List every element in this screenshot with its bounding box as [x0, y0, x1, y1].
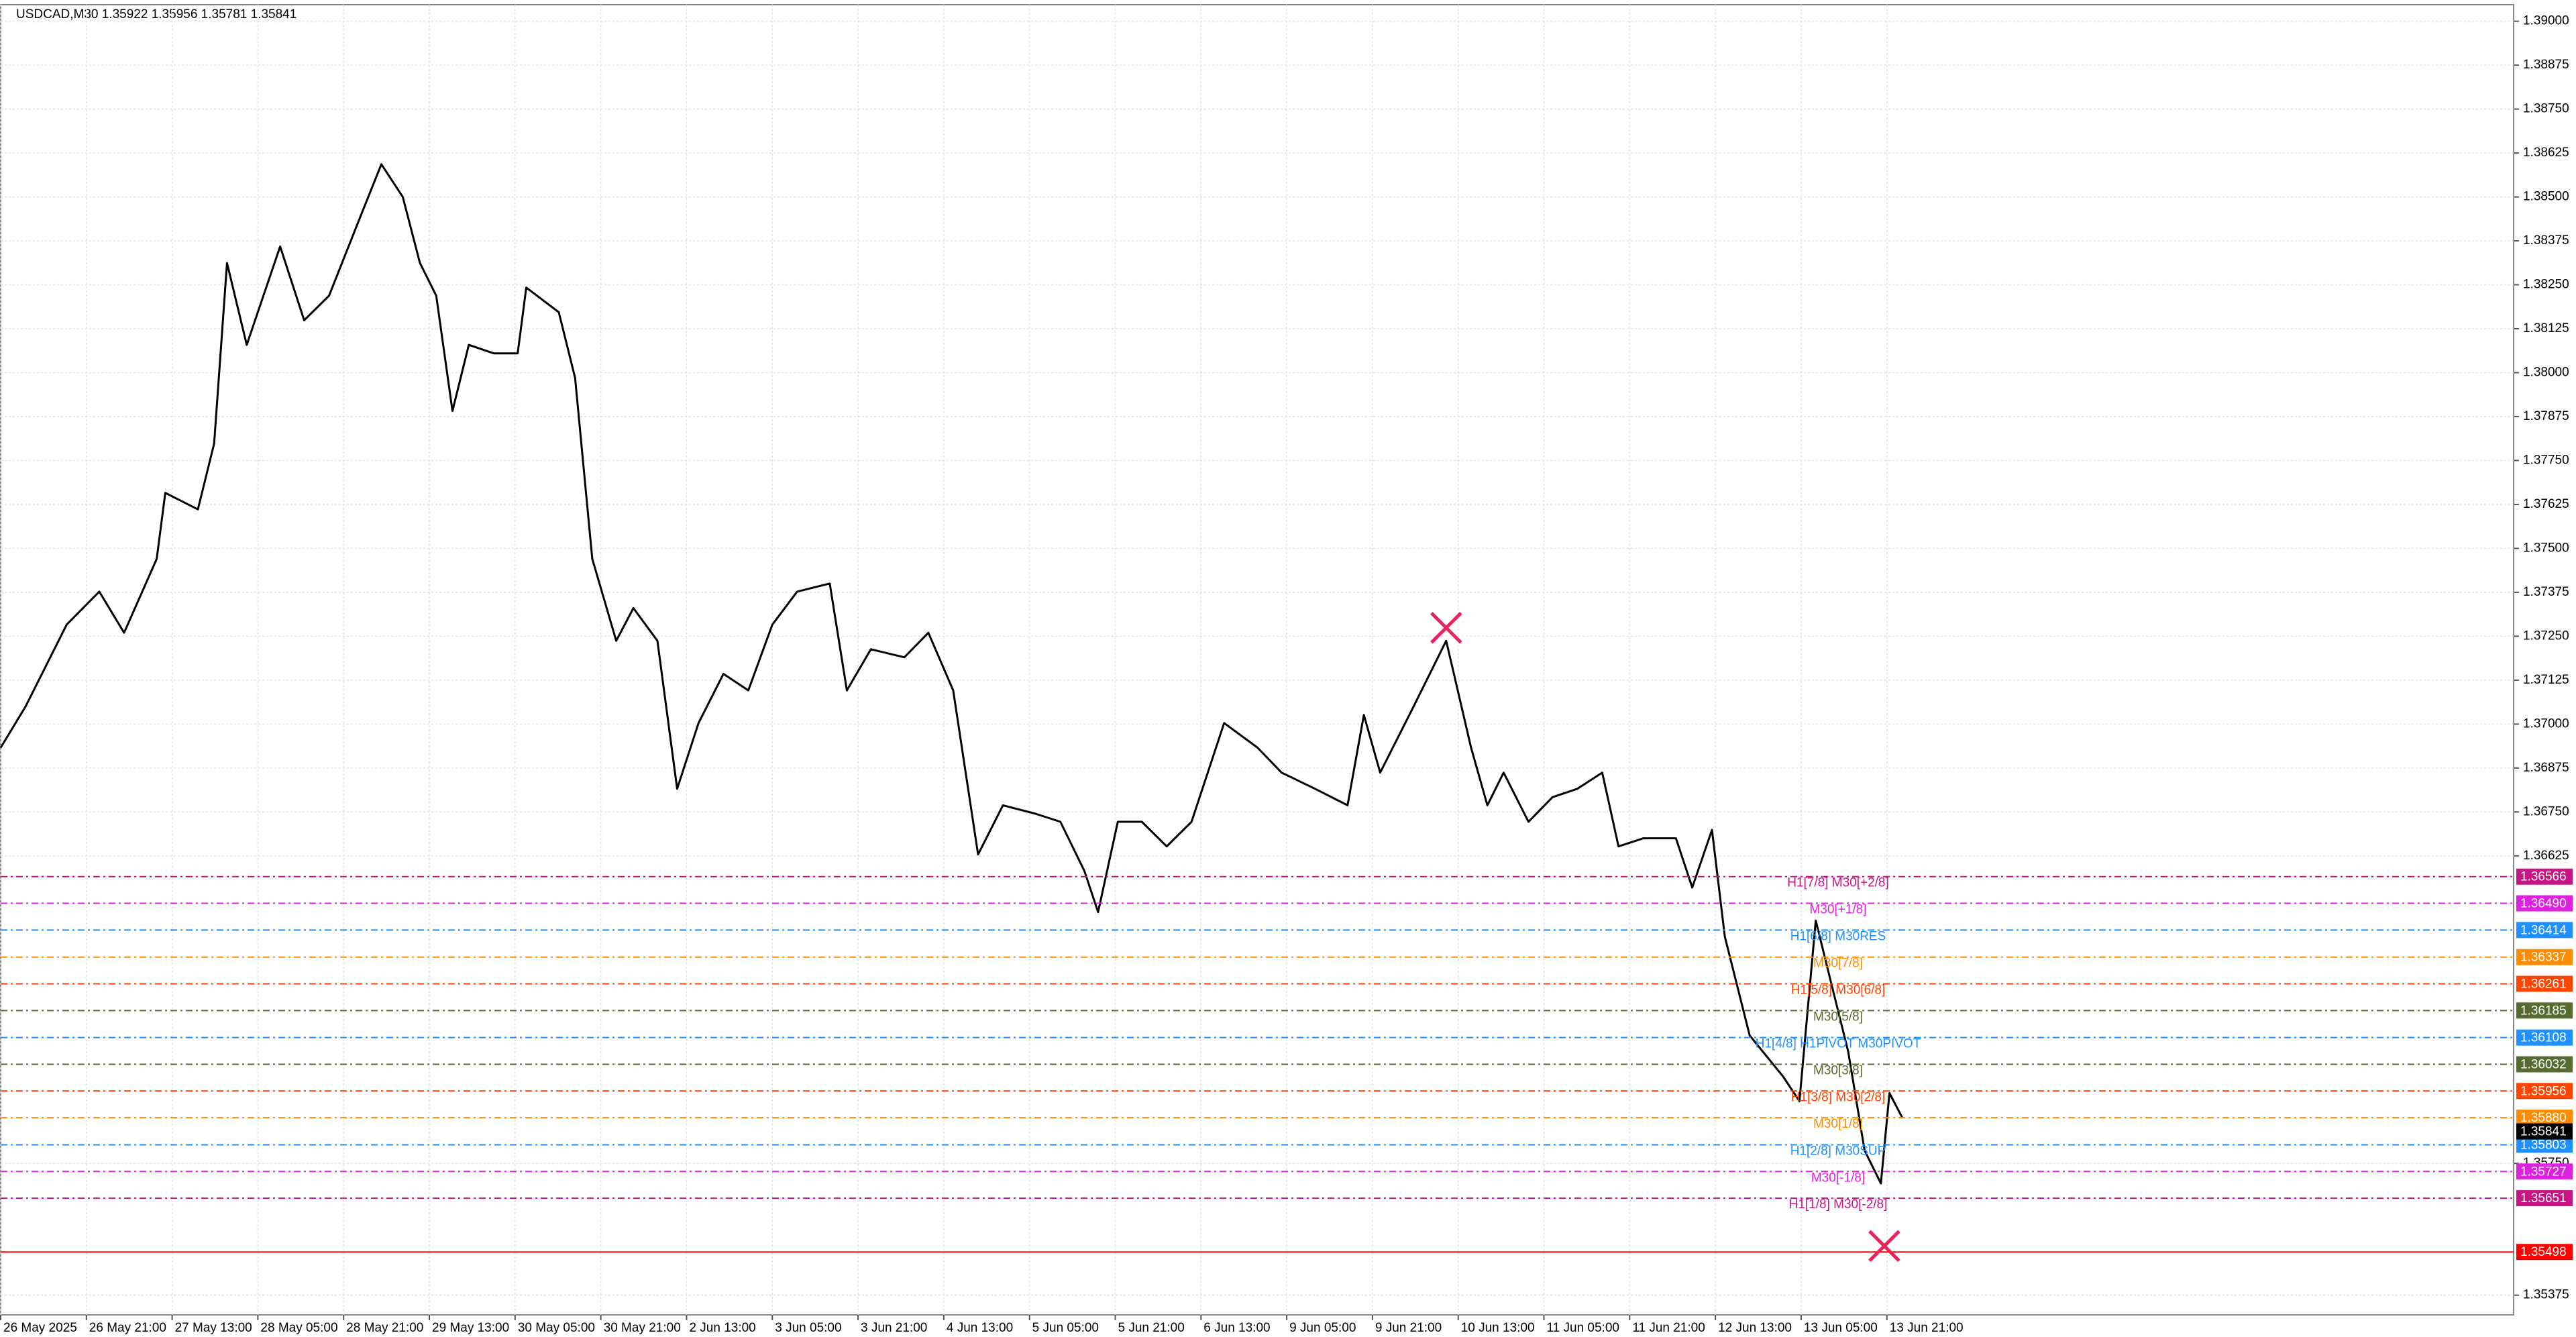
- x-tick-label: 30 May 05:00: [518, 1321, 595, 1335]
- y-tick-label: 1.37875: [2523, 409, 2569, 423]
- level-label: M30[+1/8]: [1809, 903, 1866, 917]
- price-box: [2516, 1002, 2573, 1019]
- x-tick-label: 11 Jun 05:00: [1547, 1321, 1619, 1335]
- price-box-label: 1.36414: [2520, 923, 2567, 937]
- price-box: [2516, 868, 2573, 885]
- price-box: [2516, 895, 2573, 912]
- x-tick-label: 13 Jun 05:00: [1804, 1321, 1878, 1335]
- x-tick-label: 29 May 13:00: [432, 1321, 509, 1335]
- x-tick-label: 28 May 05:00: [260, 1321, 337, 1335]
- x-tick-label: 11 Jun 21:00: [1632, 1321, 1705, 1335]
- price-box-label: 1.36337: [2520, 951, 2567, 965]
- y-tick-label: 1.38875: [2523, 58, 2569, 72]
- price-box: [2516, 1083, 2573, 1100]
- price-box: [2516, 949, 2573, 965]
- x-tick-label: 27 May 13:00: [175, 1321, 252, 1335]
- price-box-label: 1.36261: [2520, 977, 2567, 992]
- level-label: H1[6/8] M30RES: [1790, 929, 1886, 943]
- level-label: M30[7/8]: [1813, 957, 1863, 971]
- x-tick-label: 5 Jun 05:00: [1032, 1321, 1099, 1335]
- x-tick-label: 3 Jun 21:00: [861, 1321, 927, 1335]
- x-tick-label: 9 Jun 05:00: [1289, 1321, 1356, 1335]
- price-box: [2516, 1029, 2573, 1046]
- level-label: M30[1/8]: [1813, 1117, 1863, 1131]
- level-label: H1[3/8] M30[2/8]: [1791, 1090, 1885, 1104]
- x-tick-label: 5 Jun 21:00: [1118, 1321, 1184, 1335]
- price-box-label: 1.35841: [2520, 1125, 2567, 1139]
- price-box-label: 1.36185: [2520, 1004, 2567, 1018]
- x-tick-label: 10 Jun 13:00: [1461, 1321, 1535, 1335]
- y-tick-label: 1.38625: [2523, 146, 2569, 160]
- price-box: [2516, 1110, 2573, 1126]
- level-label: H1[1/8] M30[-2/8]: [1789, 1197, 1888, 1212]
- level-label: H1[7/8] M30[+2/8]: [1787, 876, 1889, 890]
- y-tick-label: 1.38000: [2523, 366, 2569, 380]
- x-tick-label: 3 Jun 05:00: [775, 1321, 841, 1335]
- y-tick-label: 1.37125: [2523, 673, 2569, 687]
- y-tick-label: 1.39000: [2523, 14, 2569, 28]
- y-tick-label: 1.37625: [2523, 497, 2569, 511]
- level-label: M30[5/8]: [1813, 1010, 1863, 1024]
- x-tick-label: 6 Jun 13:00: [1203, 1321, 1270, 1335]
- y-tick-label: 1.37250: [2523, 629, 2569, 643]
- chart-title: USDCAD,M30 1.35922 1.35956 1.35781 1.358…: [16, 7, 297, 21]
- price-box: [2516, 975, 2573, 992]
- price-box-label: 1.36108: [2520, 1031, 2567, 1045]
- x-tick-label: 9 Jun 21:00: [1375, 1321, 1442, 1335]
- price-box-label: 1.35498: [2520, 1245, 2567, 1259]
- plot-frame: [0, 4, 2514, 1316]
- y-tick-label: 1.38125: [2523, 321, 2569, 335]
- y-tick-label: 1.38750: [2523, 102, 2569, 116]
- x-tick-label: 13 Jun 21:00: [1890, 1321, 1964, 1335]
- x-tick-label: 26 May 21:00: [89, 1321, 166, 1335]
- price-box-label: 1.35880: [2520, 1111, 2567, 1125]
- price-box: [2516, 1190, 2573, 1207]
- price-box: [2516, 1056, 2573, 1073]
- x-tick-label: 4 Jun 13:00: [947, 1321, 1013, 1335]
- x-tick-label: 2 Jun 13:00: [689, 1321, 755, 1335]
- y-tick-label: 1.38375: [2523, 233, 2569, 248]
- level-label: M30[3/8]: [1813, 1063, 1863, 1077]
- price-box: [2516, 1244, 2573, 1261]
- price-box-label: 1.35956: [2520, 1084, 2567, 1098]
- x-tick-label: 28 May 21:00: [346, 1321, 423, 1335]
- x-tick-label: 30 May 21:00: [604, 1321, 681, 1335]
- y-tick-label: 1.37750: [2523, 453, 2569, 467]
- y-tick-label: 1.35375: [2523, 1288, 2569, 1302]
- y-tick-label: 1.38500: [2523, 190, 2569, 204]
- x-tick-label: 12 Jun 13:00: [1718, 1321, 1792, 1335]
- price-box-label: 1.35803: [2520, 1138, 2567, 1152]
- price-box-label: 1.35651: [2520, 1191, 2567, 1206]
- y-tick-label: 1.38250: [2523, 278, 2569, 292]
- price-box: [2516, 1163, 2573, 1180]
- level-label: H1[2/8] M30SUP: [1790, 1144, 1886, 1158]
- y-tick-label: 1.37000: [2523, 716, 2569, 731]
- y-tick-label: 1.37500: [2523, 541, 2569, 555]
- y-tick-label: 1.37375: [2523, 585, 2569, 599]
- price-box: [2516, 1123, 2573, 1140]
- price-box: [2516, 922, 2573, 939]
- level-label: H1[5/8] M30[6/8]: [1791, 983, 1885, 998]
- y-tick-label: 1.36875: [2523, 761, 2569, 775]
- cross-marker: [1430, 612, 1462, 644]
- cross-marker: [1868, 1230, 1900, 1263]
- level-label: M30[-1/8]: [1811, 1171, 1865, 1185]
- price-box-label: 1.36566: [2520, 870, 2567, 884]
- y-tick-label: 1.36625: [2523, 849, 2569, 863]
- level-label: H1[4/8] H1PIVOT M30PIVOT: [1756, 1037, 1921, 1051]
- y-tick-label: 1.36750: [2523, 804, 2569, 818]
- price-box-label: 1.36032: [2520, 1057, 2567, 1071]
- x-tick-label: 26 May 2025: [3, 1321, 77, 1335]
- price-box-label: 1.35727: [2520, 1165, 2567, 1179]
- price-box-label: 1.36490: [2520, 897, 2567, 911]
- price-line: [0, 163, 1904, 1185]
